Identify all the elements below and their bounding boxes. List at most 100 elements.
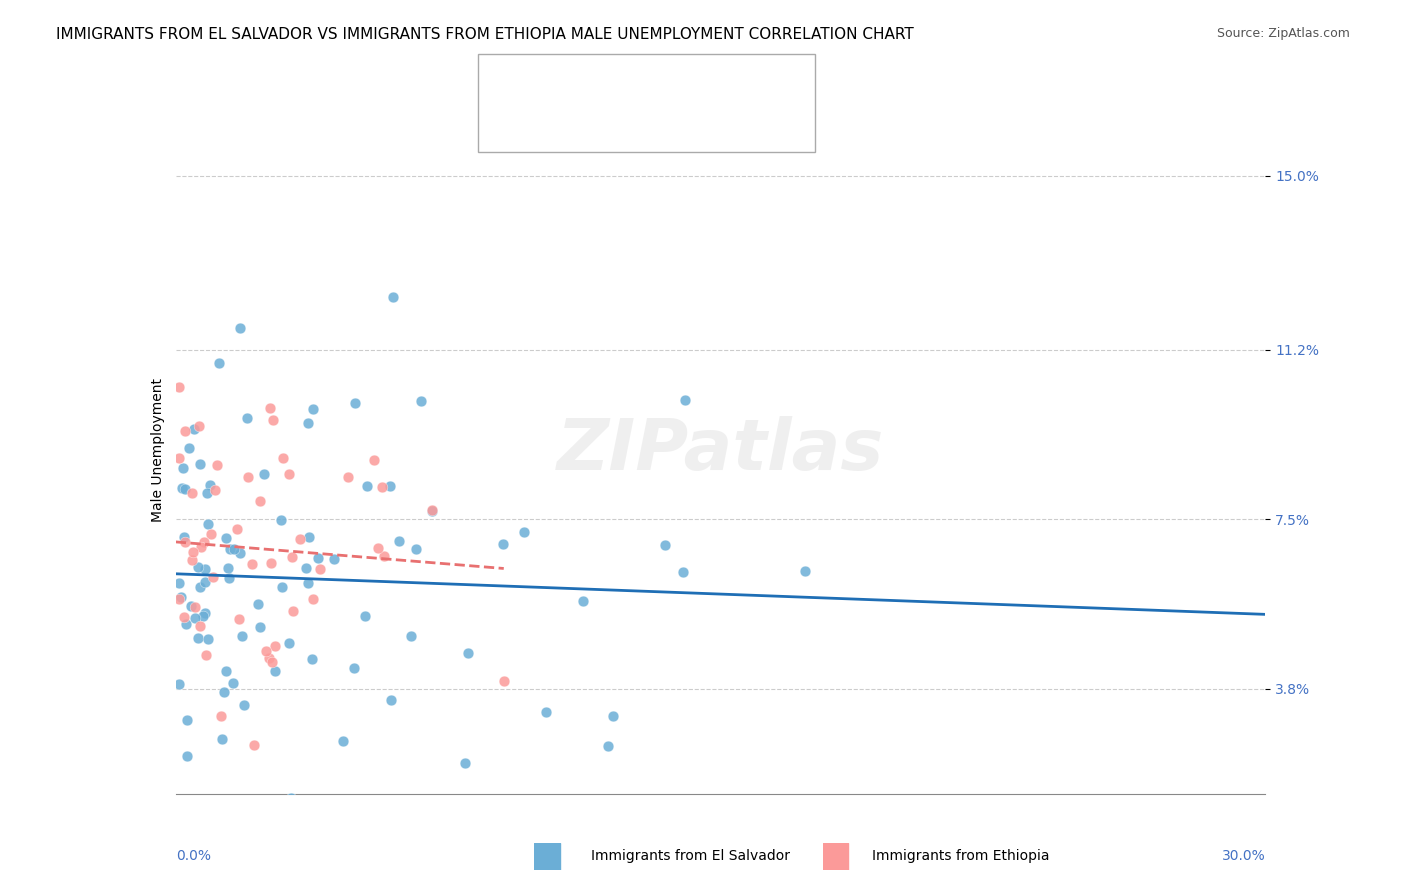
Point [363,452,385,467]
Point [572,593,595,607]
Point [249,494,271,508]
Point [194,574,217,589]
Point [176,713,198,727]
Point [260,655,283,669]
Point [173,530,195,544]
Point [172,481,194,495]
Text: R = -0.177: R = -0.177 [557,112,648,128]
Point [246,597,269,611]
Point [183,611,205,625]
Point [367,541,389,556]
Point [169,677,191,691]
Point [229,321,252,335]
Point [194,648,217,662]
Text: IMMIGRANTS FROM EL SALVADOR VS IMMIGRANTS FROM ETHIOPIA MALE UNEMPLOYMENT CORREL: IMMIGRANTS FROM EL SALVADOR VS IMMIGRANT… [56,27,914,42]
Point [179,441,201,455]
Point [174,534,197,549]
Point [215,664,238,678]
Point [173,424,195,438]
Bar [823,843,848,870]
Point [209,709,232,723]
Point [188,619,211,633]
Text: R =  0.016: R = 0.016 [557,78,648,94]
Point [194,606,217,620]
Text: Source: ZipAtlas.com: Source: ZipAtlas.com [1216,27,1350,40]
Text: Immigrants from Ethiopia: Immigrants from Ethiopia [872,849,1049,863]
Point [191,609,214,624]
Point [260,556,283,570]
Point [281,549,304,564]
Point [308,562,330,576]
Point [280,791,302,805]
Point [371,480,394,494]
Point [217,561,239,575]
Point [534,706,557,720]
Point [672,565,695,579]
Point [232,698,254,713]
Point [425,810,447,824]
Point [420,504,443,518]
Point [236,470,259,484]
Point [180,599,202,613]
Point [174,482,197,496]
Point [654,538,676,552]
Point [169,451,191,466]
Point [219,542,242,557]
Point [263,640,285,654]
Point [271,580,294,594]
Point [197,485,219,500]
Point [381,290,404,304]
Point [169,380,191,394]
Point [273,799,295,814]
Point [380,693,402,707]
Point [236,411,259,425]
Point [277,467,299,481]
Point [254,644,277,658]
Point [190,540,212,554]
Point [170,590,193,604]
Point [278,636,301,650]
Point [290,532,312,546]
Point [302,402,325,417]
Point [183,422,205,436]
Point [208,356,231,370]
Point [378,478,401,492]
Point [218,571,240,585]
Point [405,541,427,556]
Point [229,546,252,560]
Text: N = 84: N = 84 [683,78,738,94]
Text: Immigrants from El Salvador: Immigrants from El Salvador [591,849,790,863]
Point [457,646,479,660]
Point [354,608,377,623]
Point [240,558,263,572]
Point [183,545,205,559]
Bar [508,73,544,98]
Point [259,401,281,415]
Point [794,564,817,578]
Point [399,629,422,643]
Point [270,513,292,527]
Point [492,537,515,551]
Point [211,732,233,747]
Bar [508,107,544,133]
Point [243,738,266,752]
Point [262,413,284,427]
Point [295,560,318,574]
Point [174,616,197,631]
Point [297,417,319,431]
Point [228,612,250,626]
Point [187,418,209,433]
Point [187,560,209,574]
Point [180,486,202,500]
Point [673,392,696,407]
Point [302,592,325,607]
Point [257,651,280,665]
Point [332,733,354,747]
Text: 0.0%: 0.0% [176,849,211,863]
Point [200,477,222,491]
Y-axis label: Male Unemployment: Male Unemployment [150,378,165,523]
Point [187,631,209,645]
Point [283,603,305,617]
Point [222,675,245,690]
Point [343,395,366,409]
